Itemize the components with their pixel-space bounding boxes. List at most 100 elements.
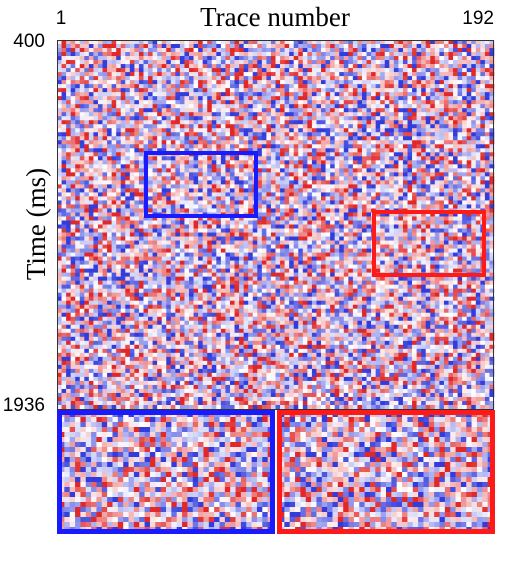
noise-cell	[234, 60, 240, 65]
noise-cell	[84, 148, 90, 153]
noise-cell	[234, 68, 240, 73]
noise-cell	[462, 152, 467, 157]
noise-cell	[475, 112, 481, 117]
noise-cell	[371, 132, 376, 137]
noise-cell	[471, 112, 477, 117]
noise-cell	[393, 148, 399, 153]
noise-cell	[412, 212, 417, 217]
noise-cell	[352, 104, 358, 109]
noise-cell	[134, 220, 140, 225]
noise-cell	[298, 52, 304, 57]
noise-cell	[348, 132, 354, 137]
noise-cell	[375, 204, 381, 209]
noise-cell	[421, 180, 427, 185]
noise-cell	[339, 76, 345, 81]
noise-cell	[157, 240, 162, 245]
noise-cell	[198, 172, 203, 177]
noise-cell	[107, 100, 112, 105]
noise-cell	[393, 136, 399, 141]
noise-cell	[270, 200, 276, 205]
noise-cell	[143, 60, 149, 65]
noise-cell	[211, 132, 217, 137]
noise-cell	[84, 240, 90, 245]
noise-cell	[384, 76, 390, 81]
noise-cell	[475, 100, 481, 105]
noise-cell	[334, 144, 340, 149]
noise-cell	[375, 216, 381, 221]
noise-cell	[475, 76, 481, 81]
noise-cell	[216, 44, 222, 49]
noise-cell	[484, 88, 490, 93]
noise-cell	[430, 80, 436, 85]
noise-cell	[366, 76, 372, 81]
noise-cell	[434, 184, 440, 189]
noise-cell	[416, 96, 422, 101]
noise-cell	[261, 84, 267, 89]
noise-cell	[88, 44, 94, 49]
noise-cell	[148, 116, 153, 121]
noise-cell	[453, 60, 458, 65]
noise-cell	[361, 108, 367, 113]
noise-cell	[330, 88, 335, 93]
noise-cell	[375, 152, 381, 157]
noise-cell	[134, 104, 140, 109]
noise-cell	[293, 176, 299, 181]
noise-cell	[152, 236, 158, 241]
noise-cell	[421, 216, 427, 221]
noise-cell	[216, 52, 222, 57]
noise-cell	[393, 244, 399, 249]
noise-cell	[307, 92, 313, 97]
noise-cell	[120, 188, 126, 193]
noise-cell	[170, 128, 176, 133]
noise-cell	[102, 108, 108, 113]
noise-cell	[61, 56, 67, 61]
noise-cell	[389, 188, 395, 193]
noise-cell	[75, 128, 81, 133]
noise-cell	[270, 208, 276, 213]
noise-cell	[75, 160, 81, 165]
noise-cell	[93, 100, 99, 105]
noise-cell	[120, 212, 126, 217]
noise-cell	[425, 172, 431, 177]
noise-cell	[57, 156, 62, 161]
noise-cell	[97, 172, 103, 177]
noise-cell	[138, 48, 144, 53]
noise-cell	[416, 212, 422, 217]
noise-cell	[343, 212, 349, 217]
noise-cell	[334, 132, 340, 137]
noise-cell	[220, 236, 226, 241]
noise-cell	[138, 160, 144, 165]
noise-cell	[402, 108, 408, 113]
noise-cell	[202, 88, 208, 93]
noise-cell	[298, 76, 304, 81]
noise-cell	[311, 76, 317, 81]
noise-cell	[61, 220, 67, 225]
noise-cell	[425, 60, 431, 65]
noise-cell	[393, 172, 399, 177]
noise-cell	[148, 140, 153, 145]
noise-cell	[321, 92, 326, 97]
noise-cell	[207, 180, 213, 185]
noise-cell	[339, 232, 345, 237]
noise-cell	[261, 72, 267, 77]
noise-cell	[343, 120, 349, 125]
noise-cell	[361, 176, 367, 181]
noise-cell	[412, 40, 417, 45]
noise-cell	[307, 128, 313, 133]
noise-cell	[334, 176, 340, 181]
noise-cell	[361, 188, 367, 193]
noise-cell	[75, 148, 81, 153]
noise-cell	[216, 164, 222, 169]
noise-cell	[321, 84, 326, 89]
noise-cell	[457, 96, 463, 101]
noise-cell	[389, 128, 395, 133]
noise-cell	[57, 216, 62, 221]
noise-cell	[321, 240, 326, 245]
noise-cell	[211, 136, 217, 141]
noise-cell	[484, 56, 490, 61]
noise-cell	[220, 136, 226, 141]
noise-cell	[257, 144, 263, 149]
noise-cell	[375, 56, 381, 61]
noise-cell	[375, 220, 381, 225]
noise-cell	[289, 80, 295, 85]
